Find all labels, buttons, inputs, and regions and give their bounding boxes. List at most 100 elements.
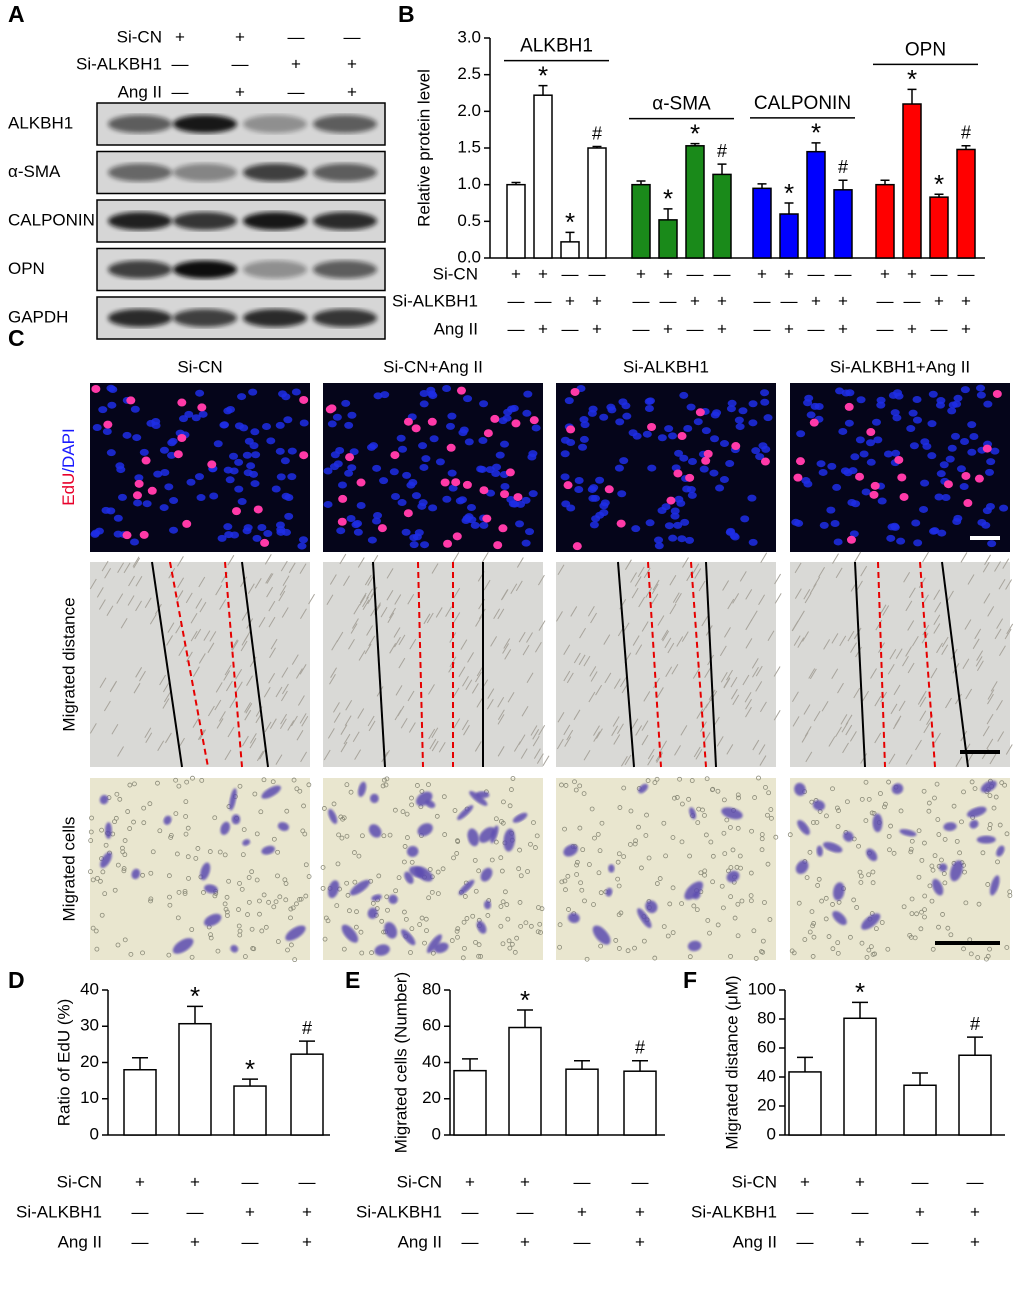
pore xyxy=(352,879,358,885)
pore xyxy=(919,857,925,863)
pore xyxy=(239,886,245,892)
scratch-edge xyxy=(372,561,386,768)
cell-texture xyxy=(481,552,489,563)
condition-sign: + xyxy=(690,291,700,310)
condition-sign: — xyxy=(912,1232,929,1251)
edu-nucleus xyxy=(147,486,157,495)
cell-texture xyxy=(745,638,753,649)
pore xyxy=(872,951,877,957)
cell-texture xyxy=(398,634,406,646)
migrated-cell xyxy=(687,940,702,952)
nucleus xyxy=(654,536,664,544)
pore xyxy=(802,937,808,942)
pore xyxy=(617,805,623,810)
cell-texture xyxy=(139,670,146,682)
cell-texture xyxy=(428,684,435,695)
cell-texture xyxy=(590,671,598,682)
pore xyxy=(120,849,126,855)
pore xyxy=(830,902,835,907)
column-title: Si-CN xyxy=(177,357,222,376)
y-tick-label: 1.5 xyxy=(457,137,481,156)
cell-texture xyxy=(651,593,659,605)
edu-nucleus xyxy=(377,524,387,533)
cell-texture xyxy=(879,604,887,615)
edu-nucleus xyxy=(345,453,355,462)
pore xyxy=(396,875,402,881)
cell-texture xyxy=(962,658,970,670)
error-bar xyxy=(565,231,575,242)
pore xyxy=(419,915,425,921)
cell-texture xyxy=(516,557,524,568)
nucleus xyxy=(748,538,758,546)
pore xyxy=(927,883,933,889)
pore xyxy=(939,857,944,863)
condition-label: Si-ALKBH1 xyxy=(76,54,162,73)
nucleus xyxy=(408,479,418,487)
cell-texture xyxy=(941,636,949,648)
pore xyxy=(864,954,870,960)
nucleus xyxy=(284,512,294,520)
pore xyxy=(369,950,374,956)
cell-texture xyxy=(407,690,415,702)
migrated-cell xyxy=(327,880,340,899)
pore xyxy=(507,945,513,951)
y-axis-label: Migrated cells (Number) xyxy=(391,972,410,1153)
cell-texture xyxy=(135,600,142,612)
cell-texture xyxy=(445,606,452,617)
pore xyxy=(353,924,359,930)
cell-texture xyxy=(919,710,927,721)
pore xyxy=(916,874,922,880)
cell-texture xyxy=(964,619,972,630)
cell-texture xyxy=(566,672,574,684)
condition-sign: + xyxy=(175,27,185,46)
pore xyxy=(739,898,745,904)
pore xyxy=(476,868,482,874)
edu-nucleus xyxy=(177,398,187,407)
nucleus xyxy=(664,522,674,530)
pore xyxy=(250,946,256,951)
condition-sign: + xyxy=(520,1232,530,1251)
scratch-edge xyxy=(854,561,866,768)
condition-sign: — xyxy=(904,291,921,310)
bar xyxy=(956,148,976,259)
row-label-part: EdU xyxy=(59,473,78,506)
migrated-cell xyxy=(476,920,487,934)
nucleus xyxy=(102,427,112,435)
cell-texture xyxy=(994,561,1001,572)
condition-sign: — xyxy=(562,319,579,338)
nucleus xyxy=(276,528,286,536)
pore xyxy=(621,854,627,860)
condition-sign: + xyxy=(717,319,727,338)
condition-sign: — xyxy=(172,54,189,73)
migrated-cell xyxy=(692,891,701,900)
cell-texture xyxy=(400,717,408,729)
cell-texture xyxy=(538,620,546,631)
pore xyxy=(997,822,1003,828)
cell-texture xyxy=(185,651,193,663)
cell-texture xyxy=(504,649,512,660)
pore xyxy=(455,926,461,932)
nucleus xyxy=(455,497,465,505)
nucleus xyxy=(98,406,108,414)
nucleus xyxy=(645,519,655,527)
cell-texture xyxy=(695,749,703,760)
cell-texture xyxy=(635,644,643,655)
cell-texture xyxy=(288,562,296,574)
nucleus xyxy=(275,521,285,529)
blot-band xyxy=(108,212,172,230)
cell-texture xyxy=(732,593,740,604)
cell-texture xyxy=(903,571,911,583)
nucleus xyxy=(896,537,906,545)
edu-nucleus xyxy=(207,460,217,469)
nucleus xyxy=(220,421,230,429)
condition-sign: — xyxy=(633,291,650,310)
migrated-cell xyxy=(943,822,957,832)
condition-label: Si-ALKBH1 xyxy=(16,1202,102,1221)
cell-texture xyxy=(162,698,170,709)
pore xyxy=(705,918,711,923)
edu-nucleus xyxy=(182,519,192,528)
cell-texture xyxy=(661,629,669,641)
pore xyxy=(599,820,605,826)
cell-texture xyxy=(367,715,375,727)
pore xyxy=(643,833,649,838)
